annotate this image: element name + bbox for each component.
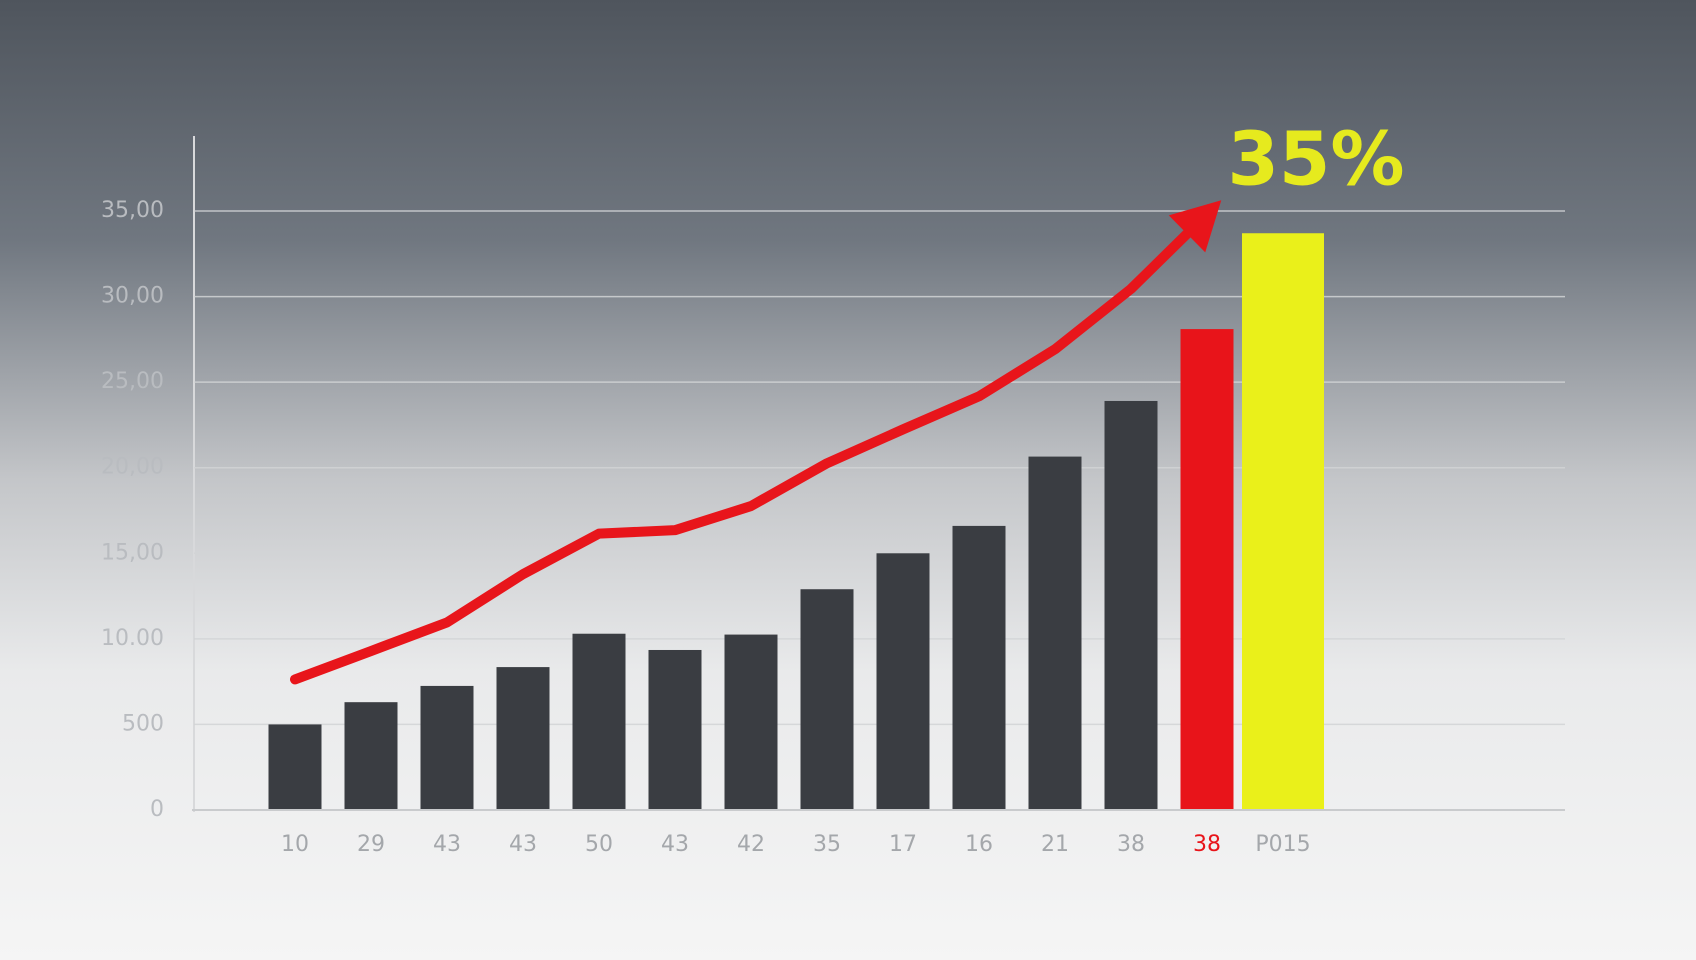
y-tick-label: 35,00 (101, 198, 164, 223)
y-tick-label: 20,00 (101, 455, 164, 480)
annotation: 35% (1227, 117, 1404, 203)
bar (876, 553, 930, 810)
x-tick-label: 10 (281, 832, 309, 857)
y-tick-label: 25,00 (101, 369, 164, 394)
x-tick-label: 35 (813, 832, 841, 857)
bar (420, 685, 474, 810)
bar (572, 633, 626, 810)
x-tick-label: 38 (1117, 832, 1145, 857)
bar (1180, 329, 1234, 810)
x-tick-label: 21 (1041, 832, 1069, 857)
x-tick-label: 38 (1193, 832, 1221, 857)
bar (648, 649, 702, 810)
x-tick-label: P015 (1255, 832, 1310, 857)
x-tick-label: 43 (509, 832, 537, 857)
x-tick-label: 29 (357, 832, 385, 857)
y-tick-label: 15,00 (101, 540, 164, 565)
line (290, 209, 1212, 685)
y-tick-label: 30,00 (101, 284, 164, 309)
bar (1104, 400, 1158, 810)
bar (724, 634, 778, 810)
bar (344, 702, 398, 810)
x-tick-label: 16 (965, 832, 993, 857)
x-tick-label: 50 (585, 832, 613, 857)
bar (268, 724, 322, 810)
bar (800, 589, 854, 810)
y-tick-label: 10.00 (101, 626, 164, 651)
bar (496, 667, 550, 810)
arrow-head (1168, 200, 1222, 253)
x-tick-label: 42 (737, 832, 765, 857)
y-tick-label: 0 (150, 797, 164, 822)
x-tick-label: 43 (661, 832, 689, 857)
bar (1028, 456, 1082, 810)
bar (1242, 233, 1324, 811)
bar (952, 525, 1006, 810)
y-tick-label: 500 (122, 711, 164, 736)
x-tick-label: 17 (889, 832, 917, 857)
x-tick-label: 43 (433, 832, 461, 857)
